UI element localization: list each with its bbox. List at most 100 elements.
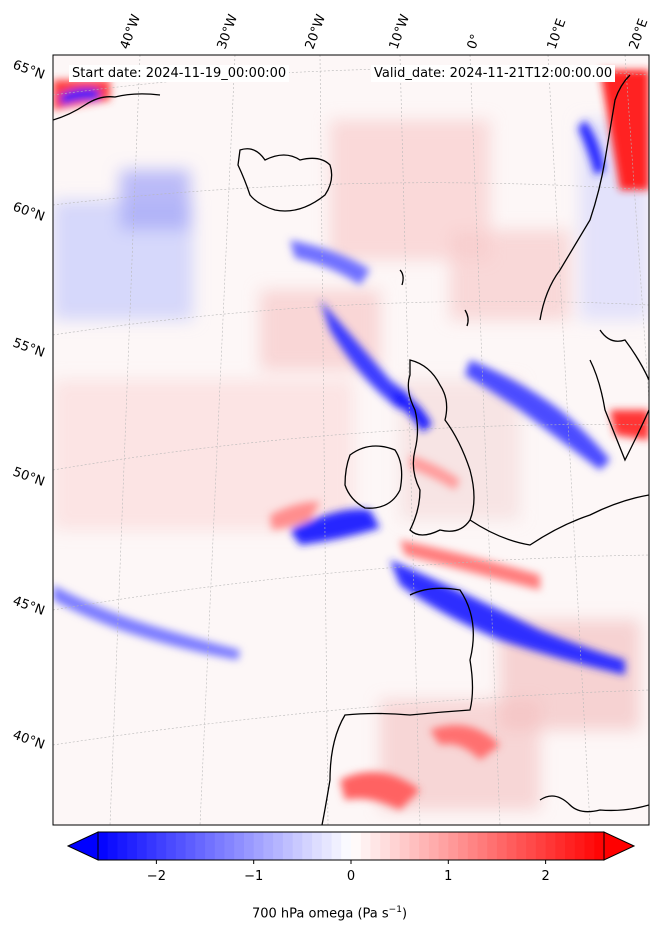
colorbar-cell [136,832,148,860]
lat-label-40n: 40°N [11,728,47,753]
ireland-coast [344,445,403,509]
lat-label-50n: 50°N [11,465,47,490]
colorbar-cell [98,832,109,860]
colorbar-cell [351,832,362,860]
denmark-coast [589,359,649,462]
start-date-label: Start date: 2024-11-19_00:00:00 [69,65,290,82]
lon-label-40w: 40°W [118,12,144,51]
lat-label-65n: 65°N [11,58,47,83]
colorbar-ticks: −2 −1 0 1 2 [147,860,550,884]
colorbar-cell [166,832,177,860]
colorbar-cell [419,832,430,860]
colorbar-cell [205,832,216,860]
colorbar-cell [409,832,420,860]
colorbar-cell [243,832,255,860]
colorbar-cell [214,832,226,860]
colorbar-label: 700 hPa omega (Pa s−1) [0,905,659,921]
faroe-coast [399,269,404,286]
colorbar-cell [370,832,381,860]
colorbar-cell [273,832,284,860]
colorbar-cell [438,832,449,860]
shetland-coast [464,309,469,327]
colorbar-label-exponent: −1 [388,905,402,915]
colorbar-cell [477,832,488,860]
colorbar-cell [389,832,401,860]
colorbar-cell [341,832,352,860]
colorbar-cell [496,832,508,860]
colorbar-cell [302,832,313,860]
colorbar-cell [555,832,566,860]
colorbar-cell [535,832,547,860]
colorbar-cell [467,832,479,860]
colorbar-cell [282,832,294,860]
longitude-labels: 40°W 30°W 20°W 10°W 0° 10°E 20°E [118,12,652,51]
colorbar-cell [292,832,303,860]
colorbar-cell [146,832,157,860]
colorbar-tick-label: 2 [541,869,549,884]
lat-label-60n: 60°N [11,200,47,225]
benelux-coast [469,494,649,546]
colorbar-cell [321,832,333,860]
colorbar-cell [117,832,128,860]
colorbar-cell [360,832,372,860]
map-border [52,54,650,826]
colorbar-cell [156,832,167,860]
colorbar-tick-label: −2 [147,869,166,884]
greenland-coast [53,93,161,121]
lon-label-20w: 20°W [303,12,329,51]
lon-label-10w: 10°W [387,12,413,51]
colorbar-cell [195,832,206,860]
norway-coast [539,74,631,321]
colorbar-cell [127,832,138,860]
great-britain-coast [407,359,475,536]
colorbar-cell [399,832,410,860]
colorbar-cell [312,832,323,860]
colorbar-cell [574,832,586,860]
lon-label-20e: 20°E [627,17,652,52]
omega-field-broad [53,120,649,810]
latitude-labels: 65°N 60°N 55°N 50°N 45°N 40°N [11,58,47,753]
colorbar-cell [234,832,245,860]
colorbar-cell [428,832,440,860]
colorbar-cell [175,832,187,860]
colorbar-cell [584,832,595,860]
lat-label-45n: 45°N [11,594,47,619]
map-panel [53,55,649,825]
colorbar-cell [594,832,605,860]
colorbar-cell [448,832,459,860]
lat-label-55n: 55°N [11,336,47,361]
iceland-coast [237,148,333,212]
coastlines [53,74,649,825]
colorbar-cell [331,832,342,860]
colorbar-cell [516,832,527,860]
colorbar-extend-high [603,831,636,861]
colorbar-label-prefix: 700 hPa omega (Pa s [251,906,389,922]
colorbar-cells [98,832,605,860]
sweden-coast [599,329,649,381]
lon-label-0: 0° [465,32,484,51]
colorbar-tick-label: 1 [444,869,452,884]
colorbar-cell [545,832,556,860]
lon-label-10e: 10°E [545,17,570,52]
colorbar-extend-low [66,831,99,861]
colorbar-cell [263,832,274,860]
colorbar-cell [458,832,469,860]
colorbar-cell [565,832,576,860]
colorbar-cell [526,832,537,860]
colorbar-cell [224,832,235,860]
colorbar-tick-label: −1 [244,869,263,884]
valid-date-label: Valid_date: 2024-11-21T12:00:00.00 [371,65,616,82]
colorbar-cell [185,832,196,860]
france-iberia-coast [321,587,474,825]
colorbar-cell [506,832,518,860]
colorbar-cell [487,832,498,860]
lon-label-30w: 30°W [215,12,241,51]
colorbar-tick-label: 0 [347,869,355,884]
north-africa-coast [539,795,649,813]
colorbar-label-suffix: ) [401,906,408,922]
colorbar-cell [253,832,265,860]
colorbar: −2 −1 0 1 2 [66,831,636,884]
colorbar-cell [107,832,119,860]
colorbar-cell [380,832,391,860]
